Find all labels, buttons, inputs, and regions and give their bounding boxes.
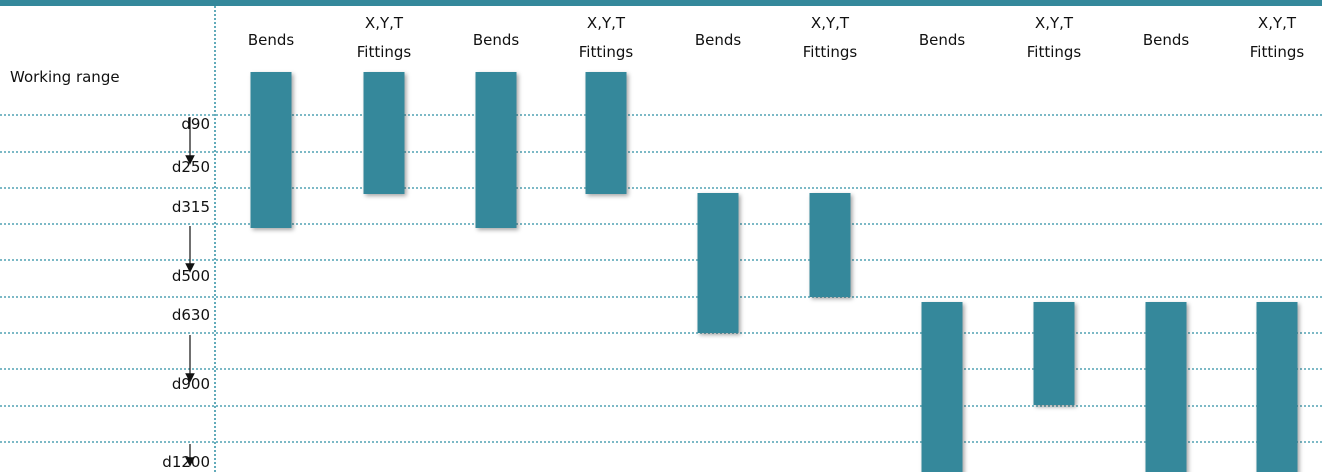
column-label-line1: X,Y,T	[365, 14, 404, 32]
column-label: Bends	[695, 31, 742, 49]
top-border-bar	[0, 0, 1322, 6]
y-axis-title: Working range	[10, 68, 120, 86]
y-tick-label: d500	[172, 267, 210, 285]
range-bar	[697, 193, 739, 333]
range-bar	[1145, 302, 1187, 472]
column-label-line1: X,Y,T	[587, 14, 626, 32]
range-bar	[475, 72, 517, 228]
column-label-line1: X,Y,T	[811, 14, 850, 32]
column-label: Bends	[473, 31, 520, 49]
y-tick-label: d90	[181, 115, 210, 133]
y-tick-label: d630	[172, 306, 210, 324]
y-tick-label: d250	[172, 158, 210, 176]
column-label-line2: Fittings	[1250, 43, 1305, 61]
column-label: Bends	[919, 31, 966, 49]
y-tick-labels: d90 d250 d315 d500 d630 d900 d1200	[162, 115, 210, 471]
grid-lines	[0, 114, 1322, 443]
y-tick-label: d900	[172, 375, 210, 393]
y-tick-label: d315	[172, 198, 210, 216]
column-label-line2: Fittings	[579, 43, 634, 61]
range-bar	[809, 193, 851, 297]
range-bars	[250, 72, 1298, 472]
range-bar	[363, 72, 405, 194]
range-bar	[250, 72, 292, 228]
column-label-line2: Fittings	[357, 43, 412, 61]
column-label-line1: X,Y,T	[1258, 14, 1297, 32]
column-label: Bends	[1143, 31, 1190, 49]
range-bar	[1256, 302, 1298, 472]
column-labels: Bends X,Y,T Fittings Bends X,Y,T Fittings Bend…	[248, 14, 1305, 61]
range-bar	[921, 302, 963, 472]
column-label: Bends	[248, 31, 295, 49]
y-tick-label: d1200	[162, 453, 210, 471]
column-label-line2: Fittings	[1027, 43, 1082, 61]
column-label-line2: Fittings	[803, 43, 858, 61]
range-bar	[585, 72, 627, 194]
range-bar	[1033, 302, 1075, 405]
column-label-line1: X,Y,T	[1035, 14, 1074, 32]
